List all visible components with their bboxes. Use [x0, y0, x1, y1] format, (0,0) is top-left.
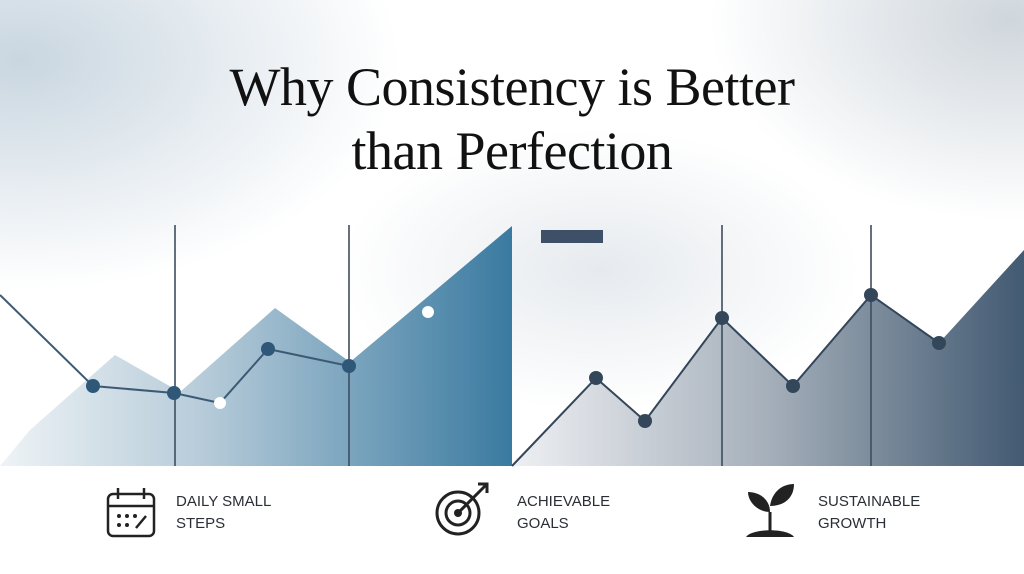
left-dots [86, 342, 356, 400]
feature-label: SUSTAINABLE GROWTH [818, 493, 921, 532]
right-dots [589, 288, 946, 428]
left-line [0, 294, 350, 405]
white-dots [214, 306, 434, 409]
calendar-icon [106, 488, 156, 538]
title: Why Consistency is Better than Perfectio… [229, 57, 795, 181]
feature-label: ACHIEVABLE GOALS [517, 493, 611, 532]
right-area [512, 250, 1024, 466]
verticals [174, 225, 872, 466]
calendar-dots [117, 514, 137, 527]
dash [541, 230, 603, 243]
feature-label: DAILY SMALL STEPS [176, 493, 271, 532]
sprout-icon [746, 484, 794, 537]
left-area [0, 226, 512, 466]
target-center [454, 509, 462, 517]
target-icon [435, 482, 489, 536]
